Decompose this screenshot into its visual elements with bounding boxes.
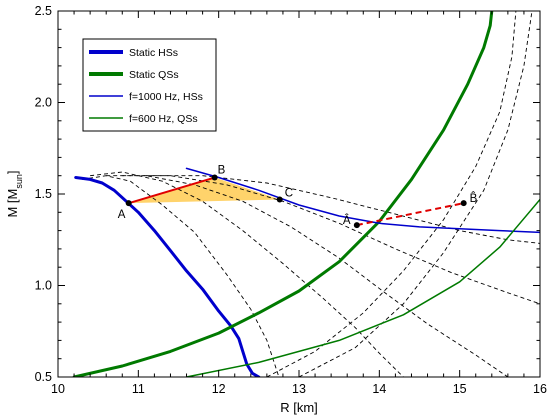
red-segment-1 — [128, 176, 215, 205]
series-line-1 — [74, 176, 261, 377]
series-line-4 — [185, 198, 540, 377]
legend-label-2: Static QSs — [129, 69, 179, 81]
point-marker-1 — [125, 200, 132, 207]
point-label-3: C — [285, 187, 293, 199]
legend: Static HSs Static QSs f=1000 Hz, HSs f=600 … — [82, 38, 217, 132]
point-label-4: Â — [343, 214, 351, 227]
red-segment-2 — [356, 202, 464, 227]
x-tick-label: 11 — [132, 382, 145, 396]
series-line-3 — [185, 167, 540, 234]
y-tick-label: 1.5 — [35, 187, 52, 201]
y-tick-label: 2.0 — [35, 96, 52, 110]
point-marker-2 — [211, 174, 218, 181]
x-tick-label: 14 — [372, 382, 386, 396]
point-label-2: B — [218, 165, 226, 177]
y-axis-label: M [Msun] — [5, 170, 24, 217]
legend-box — [82, 38, 217, 132]
x-tick-label: 12 — [212, 382, 226, 396]
shaded-region — [128, 177, 280, 204]
x-tick-label: 16 — [533, 382, 547, 396]
dashed-curve-7 — [298, 11, 533, 377]
legend-label-1: Static HSs — [129, 47, 178, 59]
dashed-curve-3 — [106, 175, 509, 377]
x-tick-label: 10 — [51, 382, 65, 396]
legend-label-4: f=600 Hz, QSs — [129, 113, 198, 125]
point-marker-3 — [276, 196, 283, 203]
y-tick-label: 0.5 — [35, 370, 52, 384]
x-tick-label: 13 — [292, 382, 306, 396]
dashed-curve-4 — [122, 175, 540, 305]
point-label-5: B̂ — [470, 191, 478, 205]
series-line-2 — [72, 11, 494, 377]
dashed-curve-2 — [90, 171, 404, 377]
y-tick-label: 1.0 — [35, 279, 52, 293]
point-marker-4 — [353, 222, 360, 229]
x-tick-label: 15 — [453, 382, 467, 396]
point-marker-5 — [460, 200, 467, 207]
dashed-curve-6 — [266, 11, 517, 377]
x-axis-label: R [km] — [280, 400, 318, 415]
y-tick-label: 2.5 — [35, 4, 52, 18]
point-label-1: A — [118, 209, 126, 221]
legend-label-3: f=1000 Hz, HSs — [129, 91, 203, 103]
